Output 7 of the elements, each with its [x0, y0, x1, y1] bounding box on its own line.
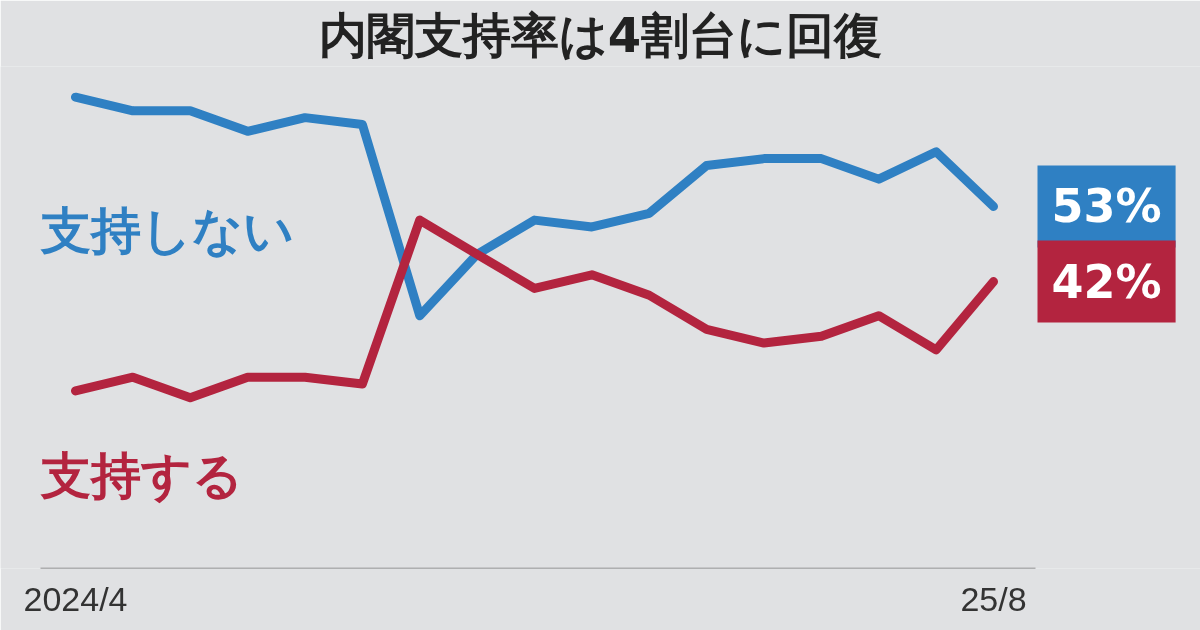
x-tick-label: 25/8: [960, 579, 1027, 618]
data-label: 42%: [1051, 254, 1162, 309]
series-label: 支持する: [39, 446, 243, 505]
chart-title: 内閣支持率は4割台に回復: [318, 6, 883, 63]
data-label: 53%: [1051, 179, 1162, 234]
series-label: 支持しない: [39, 201, 294, 260]
x-tick-label: 2024/4: [23, 579, 128, 618]
